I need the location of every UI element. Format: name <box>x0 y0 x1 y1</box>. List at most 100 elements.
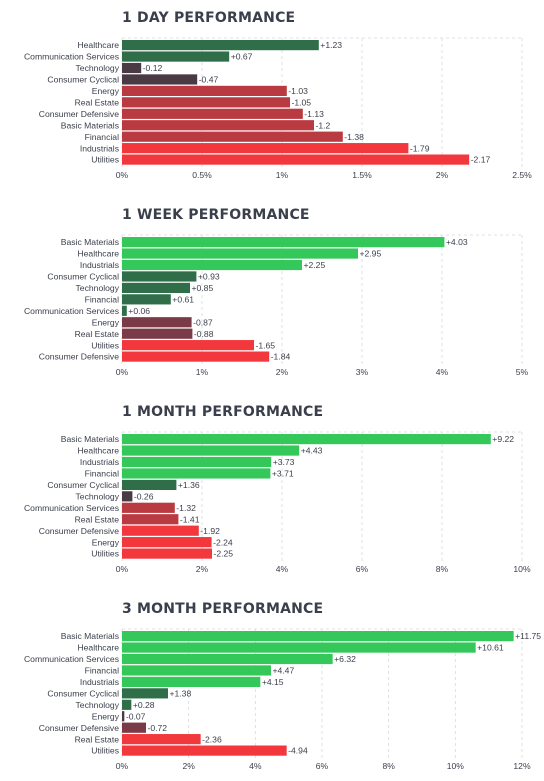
data-label: +0.61 <box>172 294 194 304</box>
bar <box>122 468 271 479</box>
bar <box>122 120 314 131</box>
bar <box>122 108 303 119</box>
bar <box>122 676 261 687</box>
chart-panel-1-week: 1 WEEK PERFORMANCE 0% 1% 2% 3% 4% 5% Basic Mat… <box>0 197 544 387</box>
bar <box>122 328 193 339</box>
bar <box>122 699 132 710</box>
category-label: Energy <box>92 317 120 327</box>
bar <box>122 317 192 328</box>
data-label: -1.32 <box>176 503 196 513</box>
category-label: Utilities <box>91 340 119 350</box>
bar <box>122 479 177 490</box>
category-label: Real Estate <box>75 329 120 339</box>
x-tick-label: 6% <box>316 761 329 771</box>
x-tick-label: 0% <box>116 367 129 377</box>
category-label: Consumer Defensive <box>39 109 119 119</box>
data-label: +1.38 <box>170 688 192 698</box>
category-label: Technology <box>76 283 120 293</box>
data-label: -0.12 <box>143 63 163 73</box>
data-label: +4.47 <box>273 666 295 676</box>
x-tick-label: 8% <box>436 564 449 574</box>
bar <box>122 131 343 142</box>
bar <box>122 259 302 271</box>
x-tick-label: 6% <box>356 564 369 574</box>
data-label: +10.61 <box>477 643 504 653</box>
x-tick-label: 1% <box>196 367 209 377</box>
category-label: Consumer Cyclical <box>47 75 119 85</box>
bar <box>122 237 445 248</box>
data-label: +3.71 <box>272 469 294 479</box>
x-tick-label: 10% <box>513 564 531 574</box>
category-label: Consumer Cyclical <box>47 272 119 282</box>
x-tick-label: 0.5% <box>192 170 212 180</box>
category-label: Communication Services <box>24 503 119 513</box>
x-tick-label: 2% <box>196 564 209 574</box>
bar <box>122 154 470 165</box>
data-label: +4.15 <box>262 677 284 687</box>
x-tick-label: 4% <box>276 564 289 574</box>
bar <box>122 340 254 351</box>
bar <box>122 688 168 699</box>
category-label: Utilities <box>91 746 119 756</box>
category-label: Industrials <box>80 143 119 153</box>
data-label: +0.67 <box>231 52 253 62</box>
data-label: -1.2 <box>316 120 331 130</box>
bar <box>122 653 333 665</box>
bar <box>122 456 272 468</box>
x-tick-label: 5% <box>516 367 529 377</box>
data-label: -0.87 <box>193 317 213 327</box>
category-label: Financial <box>85 294 119 304</box>
category-label: Technology <box>76 63 120 73</box>
category-label: Financial <box>85 469 119 479</box>
category-label: Utilities <box>91 549 119 559</box>
data-label: +2.25 <box>304 260 326 270</box>
category-label: Healthcare <box>77 446 119 456</box>
bar <box>122 74 198 85</box>
data-label: -0.72 <box>148 723 168 733</box>
bar <box>122 745 287 756</box>
bar <box>122 642 476 653</box>
x-tick-label: 0% <box>116 564 129 574</box>
data-label: -1.13 <box>304 109 324 119</box>
data-label: +6.32 <box>334 654 356 664</box>
data-label: +1.23 <box>320 40 342 50</box>
category-label: Financial <box>85 132 119 142</box>
x-tick-label: 3% <box>356 367 369 377</box>
bar <box>122 734 201 745</box>
bar <box>122 514 179 525</box>
data-label: -2.36 <box>202 734 222 744</box>
category-label: Consumer Defensive <box>39 723 119 733</box>
category-label: Consumer Cyclical <box>47 480 119 490</box>
bar <box>122 722 146 733</box>
data-label: +9.22 <box>492 434 514 444</box>
category-label: Industrials <box>80 677 119 687</box>
data-label: -1.41 <box>180 514 200 524</box>
bar <box>122 62 142 74</box>
data-label: +2.95 <box>360 249 382 259</box>
bar <box>122 51 230 62</box>
category-label: Healthcare <box>77 40 119 50</box>
x-tick-label: 0% <box>116 761 129 771</box>
x-tick-label: 2% <box>182 761 195 771</box>
category-label: Real Estate <box>75 734 120 744</box>
data-label: -1.38 <box>344 132 364 142</box>
chart-title: 1 MONTH PERFORMANCE <box>122 404 324 420</box>
x-tick-label: 4% <box>249 761 262 771</box>
bar-chart-1-day: 0% 0.5% 1% 1.5% 2% 2.5% Healthcare +1.23 Communi… <box>24 37 532 180</box>
bar <box>122 97 290 108</box>
bar-chart-3-month: 0% 2% 4% 6% 8% 10% 12% Basic Materials +11.75 Hea… <box>24 628 541 771</box>
data-label: +11.75 <box>515 631 541 641</box>
data-label: -0.88 <box>194 329 214 339</box>
bar <box>122 434 491 445</box>
data-label: +1.36 <box>178 480 200 490</box>
category-label: Communication Services <box>24 306 119 316</box>
data-label: -0.07 <box>126 711 146 721</box>
bar <box>122 711 125 722</box>
bar <box>122 271 197 282</box>
x-tick-label: 2% <box>276 367 289 377</box>
data-label: +4.03 <box>446 237 468 247</box>
bar <box>122 525 199 536</box>
x-tick-label: 2.5% <box>512 170 532 180</box>
category-label: Energy <box>92 86 120 96</box>
bar <box>122 40 319 51</box>
